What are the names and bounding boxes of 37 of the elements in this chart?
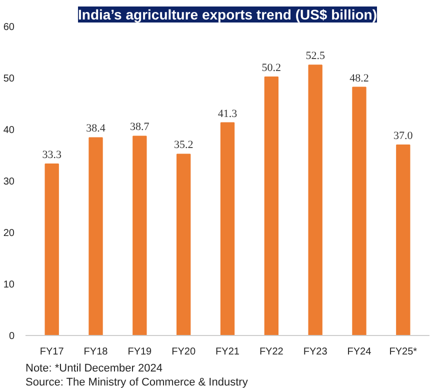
data-label: 38.4 xyxy=(86,122,106,135)
data-label: 48.2 xyxy=(350,72,369,84)
bar xyxy=(220,122,235,336)
y-tick-label: 0 xyxy=(8,331,15,342)
bar xyxy=(396,144,410,336)
y-tick-label: 40 xyxy=(3,125,15,136)
data-label: 35.2 xyxy=(174,139,194,152)
data-label: 50.2 xyxy=(262,62,282,74)
y-tick-label: 60 xyxy=(3,22,15,33)
source-note: Source: The Ministry of Commerce & Industry xyxy=(26,376,248,388)
bar xyxy=(44,164,59,336)
data-label: 33.3 xyxy=(42,149,62,162)
data-label: 37.0 xyxy=(394,130,414,142)
x-tick-label: FY18 xyxy=(84,346,108,358)
bar xyxy=(132,136,147,336)
x-tick-label: FY17 xyxy=(40,346,64,358)
x-tick-label: FY21 xyxy=(216,346,240,358)
data-label: 52.5 xyxy=(306,50,326,62)
bar xyxy=(352,86,366,336)
bar xyxy=(264,76,278,336)
x-tick-label: FY24 xyxy=(347,346,372,358)
x-tick-label: FY23 xyxy=(303,346,328,358)
chart-title: India’s agriculture exports trend (US$ billion) xyxy=(78,6,377,22)
x-tick-label: FY25* xyxy=(389,346,418,358)
y-tick-label: 30 xyxy=(3,176,15,188)
data-label: 38.7 xyxy=(130,121,150,134)
bar xyxy=(176,154,191,336)
x-tick-label: FY22 xyxy=(259,346,284,358)
y-tick-label: 10 xyxy=(3,280,15,290)
x-tick-label: FY20 xyxy=(172,346,196,358)
y-tick-label: 20 xyxy=(3,228,15,239)
data-label: 41.3 xyxy=(218,108,238,120)
x-tick-label: FY19 xyxy=(128,346,152,358)
y-tick-label: 50 xyxy=(3,74,15,84)
text: Note: *Until December 2024 xyxy=(26,362,162,374)
bar xyxy=(88,137,103,336)
bar xyxy=(308,64,322,336)
